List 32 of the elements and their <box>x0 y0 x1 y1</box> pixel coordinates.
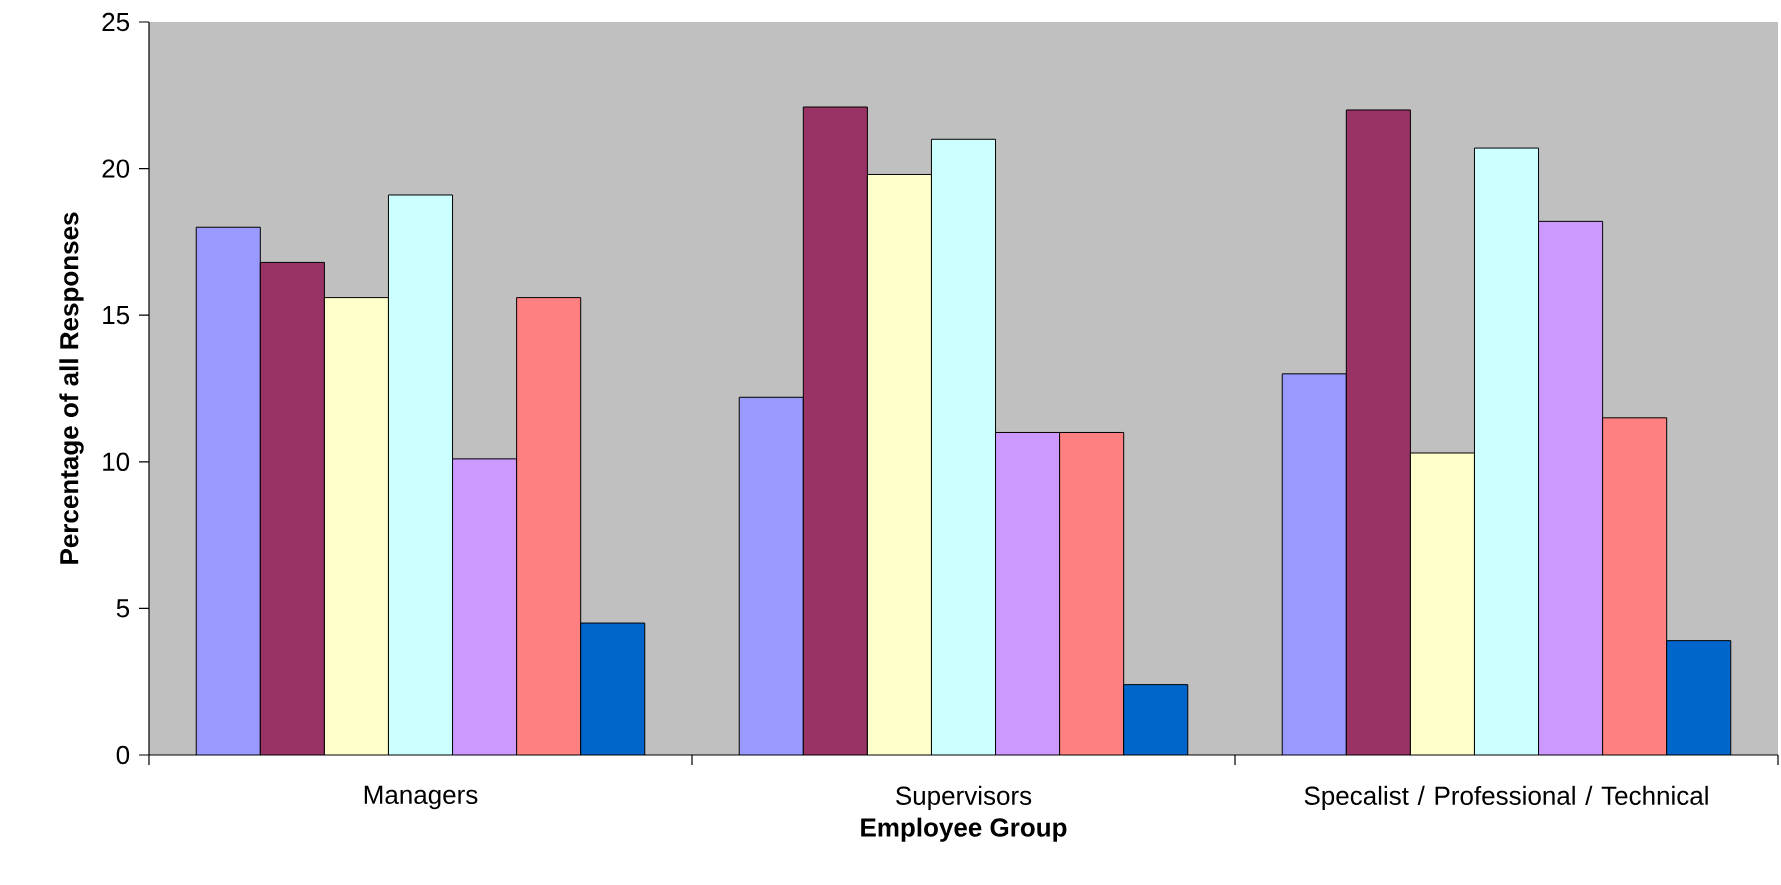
y-tick-label: 20 <box>102 159 130 178</box>
y-tick-label: 0 <box>116 745 130 765</box>
bar <box>995 432 1060 755</box>
x-tick-label: Supervisors <box>896 785 1032 811</box>
x-tick-label: Managers <box>364 785 478 810</box>
bar <box>1123 684 1188 755</box>
y-tick-label: 10 <box>103 452 130 471</box>
bar <box>196 227 261 755</box>
bar <box>516 297 581 755</box>
bar <box>739 397 804 755</box>
x-axis-title: Employee Group <box>861 817 1067 842</box>
bar <box>803 107 868 755</box>
bar <box>1059 432 1124 755</box>
bar <box>1602 417 1668 755</box>
bar <box>1281 373 1347 755</box>
bar <box>452 458 517 755</box>
bar <box>580 623 645 755</box>
bar <box>1409 452 1475 755</box>
bar <box>867 174 932 755</box>
x-tick-label: Specalist / Professional / Technical <box>1304 785 1708 811</box>
bar <box>388 194 453 755</box>
y-tick-label: 5 <box>116 599 130 618</box>
bar <box>260 262 325 755</box>
bar <box>931 139 996 755</box>
y-axis-title: Percentage of all Responses <box>59 212 84 564</box>
bar <box>1345 109 1411 755</box>
bar <box>1538 220 1604 755</box>
y-tick-label: 15 <box>103 306 130 325</box>
y-tick-label: 25 <box>102 12 130 32</box>
bar <box>324 297 389 755</box>
bar <box>1666 640 1732 755</box>
bar <box>1473 147 1540 755</box>
